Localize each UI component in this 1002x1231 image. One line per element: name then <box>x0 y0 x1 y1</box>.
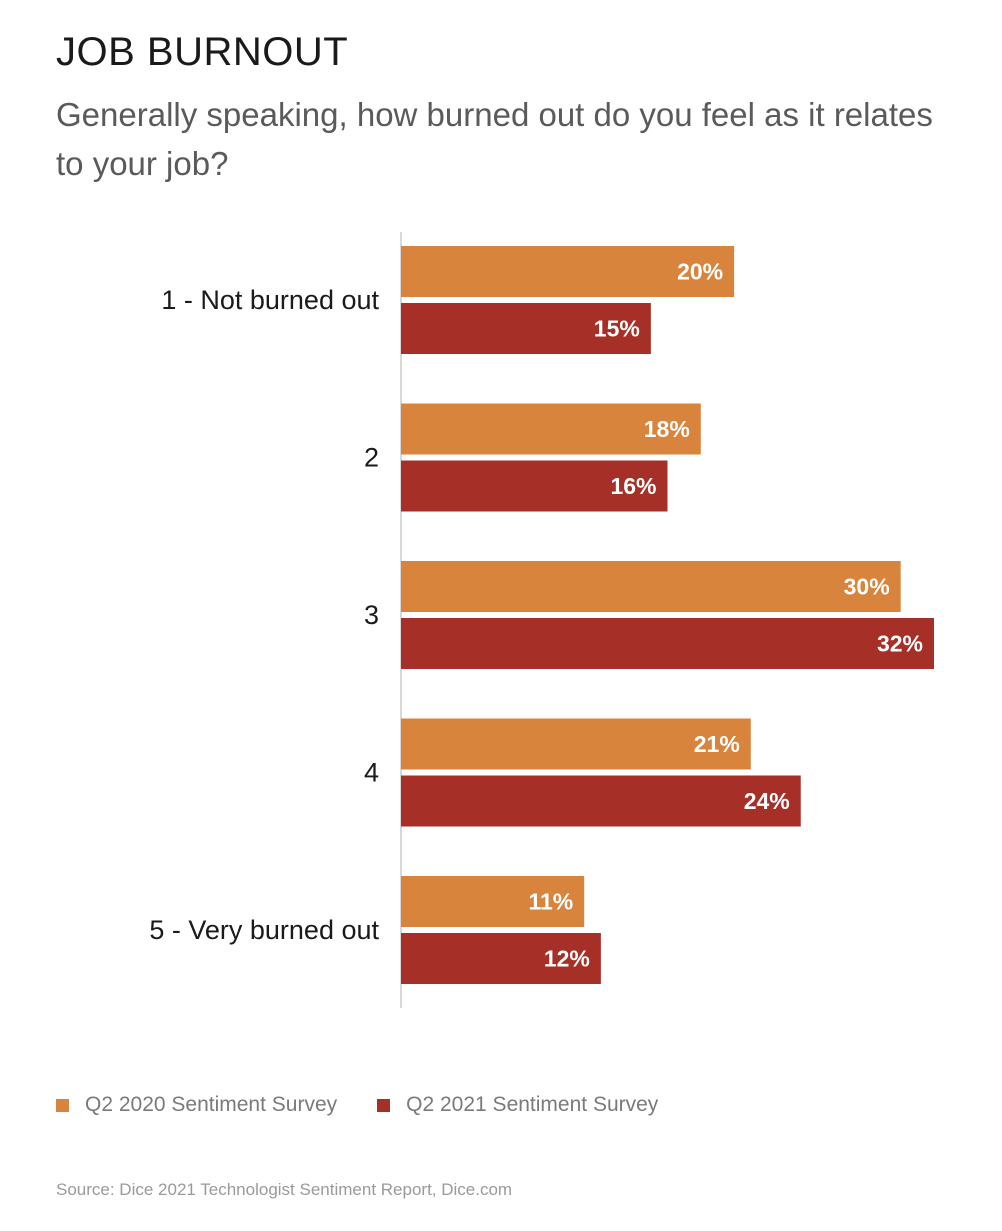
bar-value-label: 18% <box>644 416 690 442</box>
legend-swatch-2020 <box>56 1098 69 1112</box>
legend-label-2020: Q2 2020 Sentiment Survey <box>85 1093 338 1116</box>
bar <box>401 246 735 297</box>
bar-value-label: 11% <box>528 889 573 915</box>
chart-title: JOB BURNOUT <box>56 30 349 74</box>
bar <box>401 403 701 455</box>
legend: Q2 2020 Sentiment Survey Q2 2021 Sentime… <box>56 1093 698 1117</box>
bar <box>401 303 651 354</box>
bar-value-label: 21% <box>694 731 740 757</box>
category-label: 2 <box>364 443 379 473</box>
bar <box>401 876 585 927</box>
bar-value-label: 15% <box>594 316 640 342</box>
bar-value-label: 12% <box>544 946 590 972</box>
bar-value-label: 24% <box>744 788 790 814</box>
bar-value-label: 30% <box>844 574 890 600</box>
bar-chart: 1 - Not burned out 20% 15% 2 18% 16% 3 30% 32% 4 2… <box>149 232 934 1008</box>
bar <box>401 460 668 512</box>
category-label: 3 <box>364 600 379 630</box>
bar <box>401 718 751 770</box>
legend-swatch-2021 <box>377 1098 391 1112</box>
bar-value-label: 16% <box>610 473 656 499</box>
source-note: Source: Dice 2021 Technologist Sentiment… <box>56 1180 513 1199</box>
legend-item-2020: Q2 2020 Sentiment Survey <box>56 1093 337 1117</box>
category-label: 1 - Not burned out <box>161 285 379 315</box>
legend-label-2021: Q2 2021 Sentiment Survey <box>406 1093 659 1116</box>
bar <box>401 933 601 984</box>
bar <box>401 618 934 669</box>
bar-value-label: 32% <box>877 631 923 657</box>
bar <box>401 775 801 827</box>
category-label: 4 <box>364 758 379 788</box>
bar <box>401 561 901 612</box>
legend-item-2021: Q2 2021 Sentiment Survey <box>377 1093 658 1117</box>
chart-subtitle: Generally speaking, how burned out do yo… <box>56 96 933 182</box>
category-label: 5 - Very burned out <box>149 915 379 945</box>
bar-value-label: 20% <box>677 259 723 285</box>
